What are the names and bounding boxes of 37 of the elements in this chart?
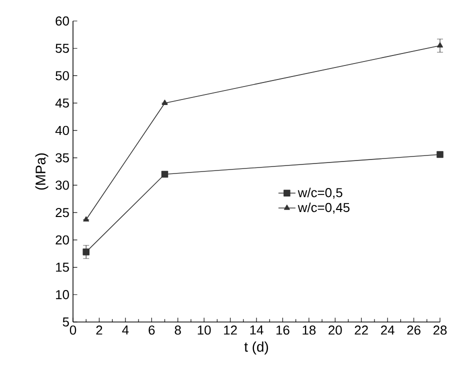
x-tick-label: 10 bbox=[198, 326, 211, 335]
legend-label: w/c=0,45 bbox=[298, 202, 350, 214]
y-tick-label: 30 bbox=[56, 180, 69, 190]
x-tick-label: 20 bbox=[328, 326, 342, 335]
y-tick-label: 60 bbox=[56, 16, 69, 26]
x-tick-label: 2 bbox=[96, 326, 102, 335]
y-tick-label: 20 bbox=[56, 235, 69, 244]
x-tick-label: 12 bbox=[224, 326, 237, 335]
x-tick-label: 18 bbox=[302, 326, 316, 335]
point bbox=[162, 100, 168, 105]
y-tick-label: 55 bbox=[56, 44, 69, 53]
y-tick-label: 50 bbox=[56, 71, 69, 80]
x-tick-label: 28 bbox=[433, 326, 447, 335]
point bbox=[82, 248, 90, 256]
x-tick-label: 24 bbox=[381, 326, 394, 335]
point bbox=[83, 216, 90, 222]
x-tick-label: 0 bbox=[70, 326, 76, 335]
y-tick-label: 15 bbox=[56, 262, 69, 272]
x-tick-label: 14 bbox=[250, 326, 264, 334]
point bbox=[437, 42, 443, 48]
y-tick-label: 5 bbox=[62, 317, 69, 327]
x-tick-label: 16 bbox=[276, 326, 290, 335]
point bbox=[436, 151, 444, 158]
point bbox=[161, 170, 168, 178]
x-tick-label: 4 bbox=[122, 326, 129, 334]
y-tick-label: 10 bbox=[56, 290, 69, 300]
x-tick-label: 26 bbox=[407, 326, 420, 335]
x-axis-title: t (d) bbox=[244, 342, 268, 355]
y-tick-label: 40 bbox=[55, 126, 69, 136]
legend-label: w/c=0,5 bbox=[298, 188, 342, 199]
x-tick-label: 8 bbox=[174, 326, 181, 335]
y-tick-label: 45 bbox=[55, 98, 69, 108]
y-tick-label: 25 bbox=[56, 208, 69, 218]
y-axis-title: (MPa) bbox=[35, 153, 48, 190]
x-tick-label: 22 bbox=[354, 326, 368, 335]
y-tick-label: 35 bbox=[56, 153, 69, 162]
x-tick-label: 6 bbox=[148, 326, 155, 335]
